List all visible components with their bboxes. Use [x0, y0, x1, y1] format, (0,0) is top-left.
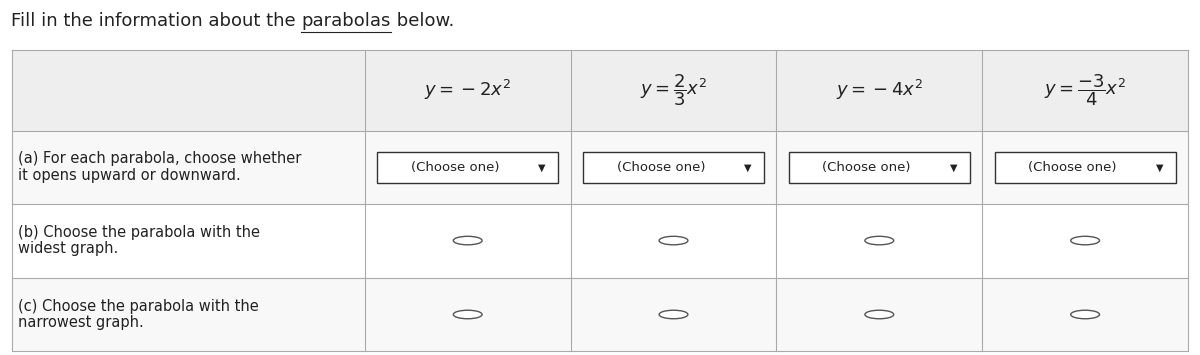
Text: Fill in the information about the: Fill in the information about the [11, 12, 301, 31]
Text: ▼: ▼ [950, 162, 958, 173]
Text: (Choose one): (Choose one) [822, 161, 911, 174]
Text: ▼: ▼ [539, 162, 546, 173]
Text: (a) For each parabola, choose whether: (a) For each parabola, choose whether [18, 151, 301, 166]
Text: $y = -2x^2$: $y = -2x^2$ [425, 78, 511, 103]
Text: (Choose one): (Choose one) [1028, 161, 1117, 174]
Text: (Choose one): (Choose one) [410, 161, 499, 174]
Text: below.: below. [391, 12, 454, 31]
Text: parabolas: parabolas [301, 12, 391, 31]
Text: $y = \dfrac{-3}{4}x^2$: $y = \dfrac{-3}{4}x^2$ [1044, 73, 1127, 108]
Text: $y = \dfrac{2}{3}x^2$: $y = \dfrac{2}{3}x^2$ [640, 73, 707, 108]
Text: widest graph.: widest graph. [18, 241, 119, 256]
Text: ▼: ▼ [1156, 162, 1163, 173]
Text: ▼: ▼ [744, 162, 751, 173]
Text: (b) Choose the parabola with the: (b) Choose the parabola with the [18, 225, 260, 240]
Text: narrowest graph.: narrowest graph. [18, 315, 144, 330]
Text: $y = -4x^2$: $y = -4x^2$ [836, 78, 923, 103]
Text: it opens upward or downward.: it opens upward or downward. [18, 168, 241, 183]
Text: (Choose one): (Choose one) [617, 161, 706, 174]
Text: (c) Choose the parabola with the: (c) Choose the parabola with the [18, 299, 259, 314]
